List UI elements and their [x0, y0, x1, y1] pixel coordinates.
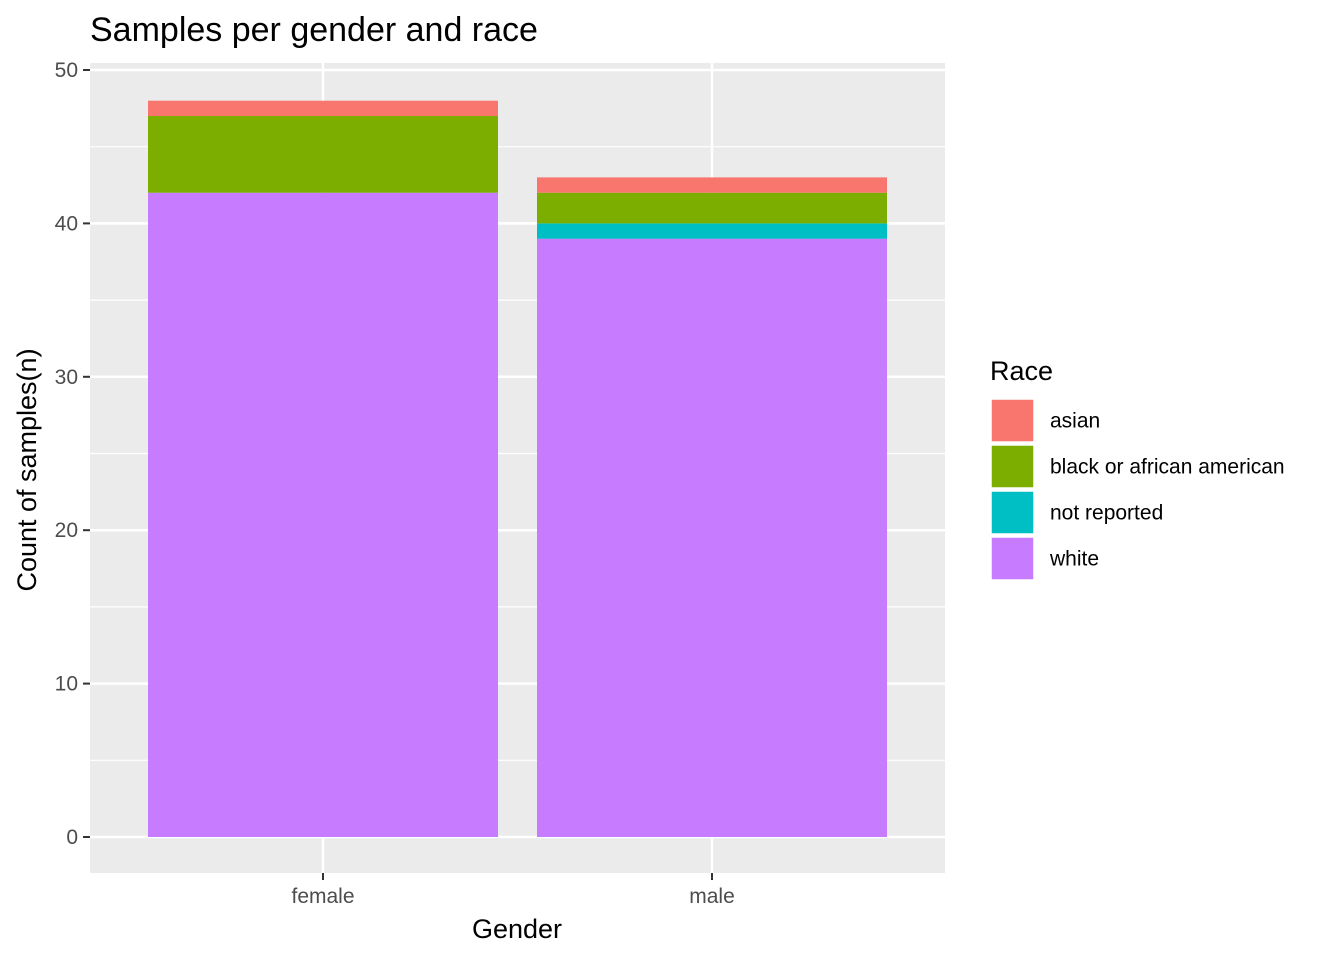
- legend-key-white: [990, 536, 1035, 581]
- y-axis-title: Count of samples(n): [12, 348, 42, 591]
- bar-male-white: [537, 238, 887, 838]
- y-tick-label: 0: [66, 826, 78, 849]
- x-axis-title: Gender: [472, 914, 562, 944]
- bar-male-asian: [537, 177, 887, 193]
- chart-title: Samples per gender and race: [90, 11, 538, 49]
- legend-key-asian: [990, 398, 1035, 443]
- bar-male-not-reported: [537, 223, 887, 239]
- legend-label-not-reported: not reported: [1050, 502, 1163, 525]
- bar-female-white: [148, 192, 498, 838]
- legend-key-not-reported: [990, 490, 1035, 535]
- bar-male-black-or-african-american: [537, 192, 887, 224]
- axes: 0 10 20 30 40 50 female male: [55, 59, 735, 908]
- legend: Race asian black or african american not r…: [990, 356, 1285, 581]
- legend-label-white: white: [1049, 548, 1099, 571]
- bar-female-asian: [148, 100, 498, 117]
- y-tick-label: 20: [55, 519, 78, 542]
- x-tick-label-female: female: [291, 885, 354, 908]
- bars: [148, 100, 887, 838]
- bar-female-black-or-african-american: [148, 116, 498, 193]
- y-tick-label: 50: [55, 59, 78, 82]
- y-tick-label: 40: [55, 212, 78, 235]
- legend-key-black-or-african-american: [990, 444, 1035, 489]
- legend-label-black-or-african-american: black or african american: [1050, 456, 1285, 479]
- legend-label-asian: asian: [1050, 410, 1100, 433]
- y-tick-label: 30: [55, 366, 78, 389]
- y-tick-label: 10: [55, 673, 78, 696]
- x-tick-label-male: male: [689, 885, 735, 908]
- legend-title: Race: [990, 356, 1053, 386]
